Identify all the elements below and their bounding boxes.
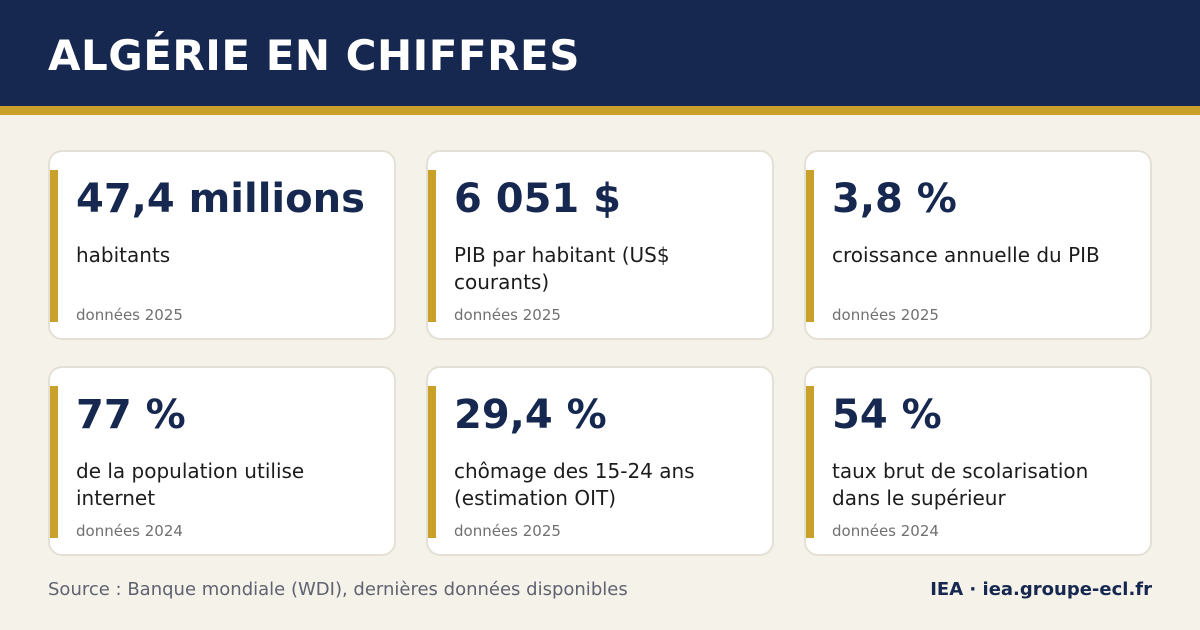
stat-year-note: données 2024 xyxy=(76,522,183,540)
stat-label: chômage des 15-24 ans (estimation OIT) xyxy=(454,459,695,510)
brand-credit: IEA · iea.groupe-ecl.fr xyxy=(930,579,1152,600)
source-note: Source : Banque mondiale (WDI), dernière… xyxy=(48,579,628,600)
card-accent-bar xyxy=(428,170,436,322)
stat-value: 47,4 millions xyxy=(76,176,365,222)
stat-year-note: données 2024 xyxy=(832,522,939,540)
header-divider xyxy=(0,106,1200,115)
stat-card-gdp-growth: 3,8 % croissance annuelle du PIB données… xyxy=(804,150,1152,340)
stat-year-note: données 2025 xyxy=(832,306,939,324)
stat-year-note: données 2025 xyxy=(76,306,183,324)
stat-label: taux brut de scolarisation dans le supér… xyxy=(832,459,1089,510)
stat-value: 3,8 % xyxy=(832,176,957,222)
stat-card-population: 47,4 millions habitants données 2025 xyxy=(48,150,396,340)
stat-value: 77 % xyxy=(76,392,186,438)
stat-label: habitants xyxy=(76,243,171,267)
card-accent-bar xyxy=(806,386,814,538)
stat-year-note: données 2025 xyxy=(454,522,561,540)
stat-label: croissance annuelle du PIB xyxy=(832,243,1100,267)
card-accent-bar xyxy=(806,170,814,322)
stat-value: 54 % xyxy=(832,392,942,438)
header-banner: ALGÉRIE EN CHIFFRES xyxy=(0,0,1200,106)
stat-label: de la population utilise internet xyxy=(76,459,305,510)
stat-value: 6 051 $ xyxy=(454,176,622,222)
stat-label: PIB par habitant (US$ courants) xyxy=(454,243,670,294)
card-accent-bar xyxy=(50,386,58,538)
stat-year-note: données 2025 xyxy=(454,306,561,324)
card-accent-bar xyxy=(50,170,58,322)
stat-card-gdp-per-capita: 6 051 $ PIB par habitant (US$ courants) … xyxy=(426,150,774,340)
card-accent-bar xyxy=(428,386,436,538)
stat-value: 29,4 % xyxy=(454,392,607,438)
stat-card-youth-unemployment: 29,4 % chômage des 15-24 ans (estimation… xyxy=(426,366,774,556)
stat-card-internet-usage: 77 % de la population utilise internet d… xyxy=(48,366,396,556)
page-title: ALGÉRIE EN CHIFFRES xyxy=(48,31,580,80)
stat-card-tertiary-enrollment: 54 % taux brut de scolarisation dans le … xyxy=(804,366,1152,556)
